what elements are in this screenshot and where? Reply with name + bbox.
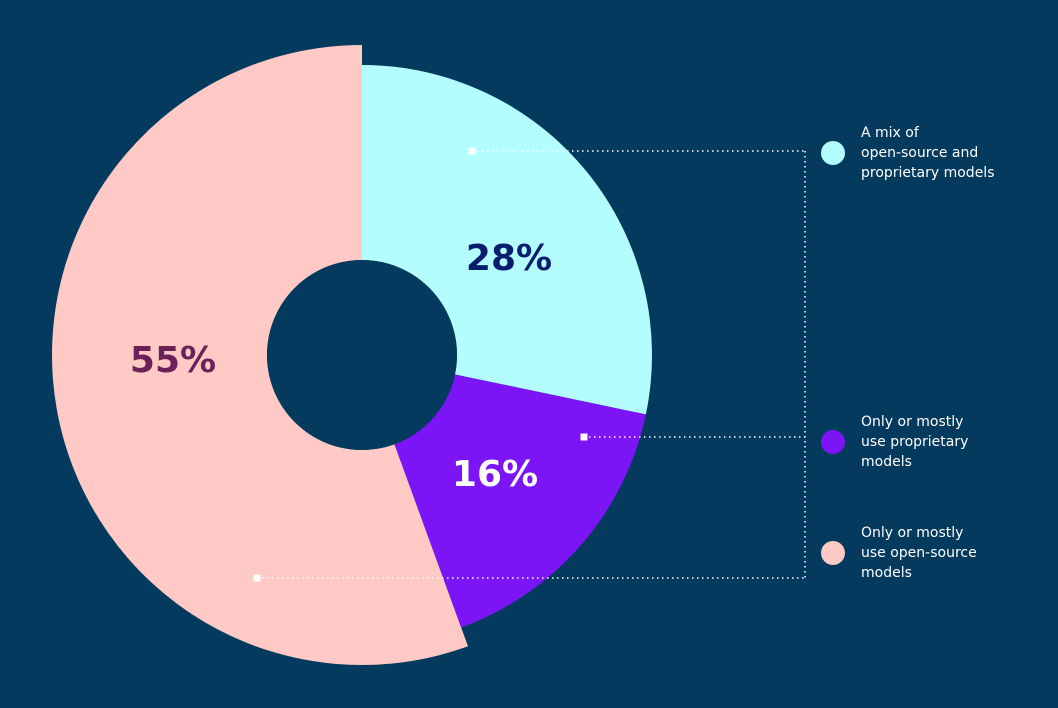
legend-group: A mix of open-source and proprietary model… bbox=[821, 125, 995, 581]
slice-label-0: 28% bbox=[466, 238, 552, 279]
legend-swatch-0 bbox=[821, 141, 845, 165]
legend-label-2-line-1: use open-source bbox=[861, 545, 977, 561]
legend-label-1-line-1: use proprietary bbox=[861, 434, 968, 450]
legend-label-0-line-1: open-source and bbox=[861, 145, 978, 161]
connector-anchor-0 bbox=[468, 147, 476, 155]
legend-label-2-line-2: models bbox=[861, 565, 912, 581]
legend-label-0-line-2: proprietary models bbox=[861, 165, 995, 181]
legend-label-2-line-0: Only or mostly bbox=[861, 525, 963, 541]
connector-anchor-1 bbox=[580, 433, 588, 441]
labels-group: 28% 16% 55% bbox=[130, 238, 552, 495]
legend-swatch-1 bbox=[821, 430, 845, 454]
slice-2 bbox=[51, 45, 469, 665]
slice-label-2: 55% bbox=[130, 340, 216, 381]
legend-label-1-line-0: Only or mostly bbox=[861, 414, 963, 430]
slice-label-1: 16% bbox=[452, 454, 538, 495]
legend-label-0-line-0: A mix of bbox=[861, 125, 920, 141]
donut-hole bbox=[267, 260, 457, 450]
slice-0 bbox=[362, 65, 653, 415]
connectors-group bbox=[253, 147, 806, 582]
legend-swatch-2 bbox=[821, 541, 845, 565]
legend-label-1-line-2: models bbox=[861, 454, 912, 470]
connector-anchor-2 bbox=[253, 574, 261, 582]
